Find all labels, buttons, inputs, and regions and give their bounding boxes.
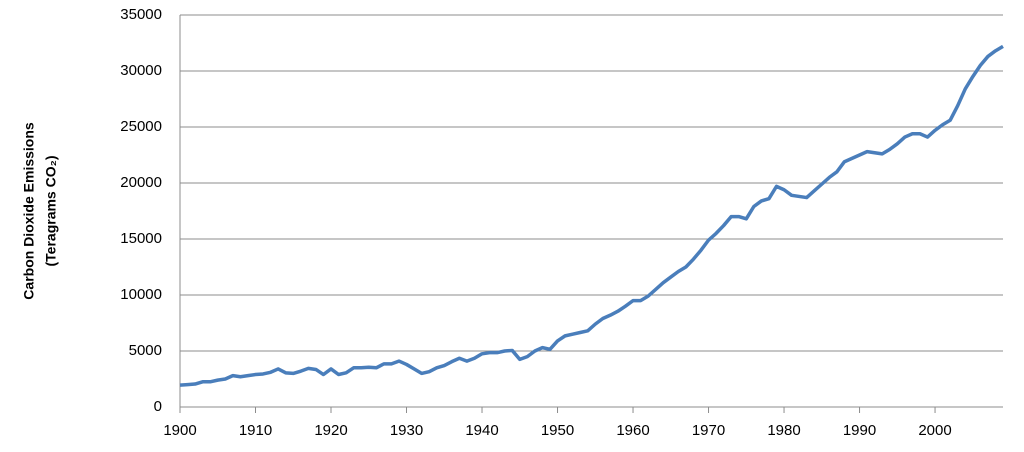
y-tick-label: 5000 xyxy=(129,342,162,359)
y-axis-title: Carbon Dioxide Emissions xyxy=(21,122,37,300)
y-tick-label: 15000 xyxy=(120,230,162,247)
x-tick-label: 1970 xyxy=(692,422,725,439)
x-tick-label: 1920 xyxy=(314,422,347,439)
x-tick-label: 1930 xyxy=(390,422,423,439)
y-tick-label: 25000 xyxy=(120,118,162,135)
y-tick-label: 0 xyxy=(154,398,162,415)
y-tick-label: 30000 xyxy=(120,62,162,79)
x-tick-label: 1960 xyxy=(616,422,649,439)
x-tick-label: 2000 xyxy=(918,422,951,439)
data-line xyxy=(179,44,1004,387)
x-tick-label: 1950 xyxy=(541,422,574,439)
x-tick-label: 1900 xyxy=(163,422,196,439)
x-tick-label: 1990 xyxy=(843,422,876,439)
x-tick-label: 1910 xyxy=(239,422,272,439)
x-tick-label: 1980 xyxy=(767,422,800,439)
y-tick-label: 10000 xyxy=(120,286,162,303)
y-axis-title: (Teragrams CO₂) xyxy=(43,156,59,267)
y-tick-label: 20000 xyxy=(120,174,162,191)
y-tick-label: 35000 xyxy=(120,6,162,23)
x-tick-label: 1940 xyxy=(465,422,498,439)
